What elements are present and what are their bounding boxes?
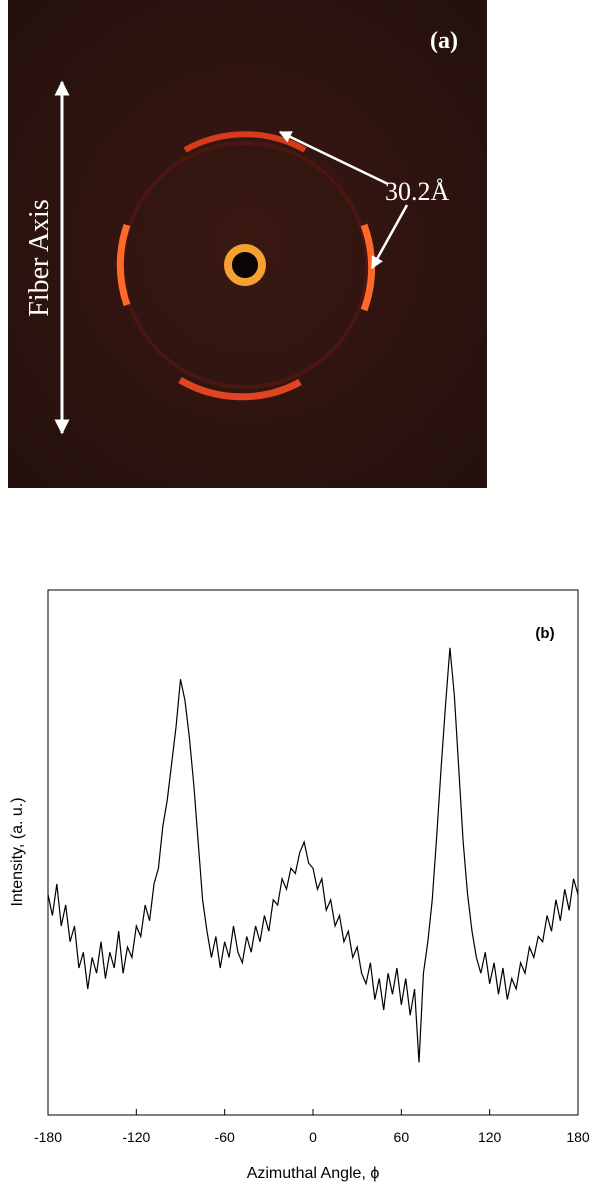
- plot-frame: [47, 589, 579, 1116]
- panel-label: (a): [430, 28, 458, 54]
- center-ring: [224, 244, 266, 286]
- x-tick-label: 0: [309, 1129, 317, 1145]
- spacing-label: 30.2Å: [385, 177, 450, 206]
- x-tick-label: -120: [122, 1129, 150, 1145]
- pointer-arrow: [278, 130, 389, 186]
- x-tick-label: 180: [566, 1129, 590, 1145]
- x-tick-label: 60: [394, 1129, 410, 1145]
- plot-panel: (b) Azimuthal Angle, ϕ Intensity, (a. u.…: [9, 589, 590, 1182]
- diffraction-panel: (a) 30.2Å Fiber Axis: [8, 0, 487, 488]
- x-tick-label: 120: [478, 1129, 502, 1145]
- panel-label: (b): [535, 625, 554, 642]
- arc: [116, 223, 131, 307]
- x-axis-title: Azimuthal Angle, ϕ: [247, 1165, 380, 1182]
- arc: [183, 131, 307, 153]
- x-tick-label: -60: [215, 1129, 235, 1145]
- axis-label: Fiber Axis: [24, 199, 55, 316]
- y-axis-title: Intensity, (a. u.): [9, 797, 26, 906]
- diffraction-image: [8, 0, 487, 488]
- data-line: [47, 647, 579, 1063]
- x-tick-label: -180: [34, 1129, 62, 1145]
- pointer-arrow: [370, 204, 409, 270]
- arc: [178, 376, 302, 401]
